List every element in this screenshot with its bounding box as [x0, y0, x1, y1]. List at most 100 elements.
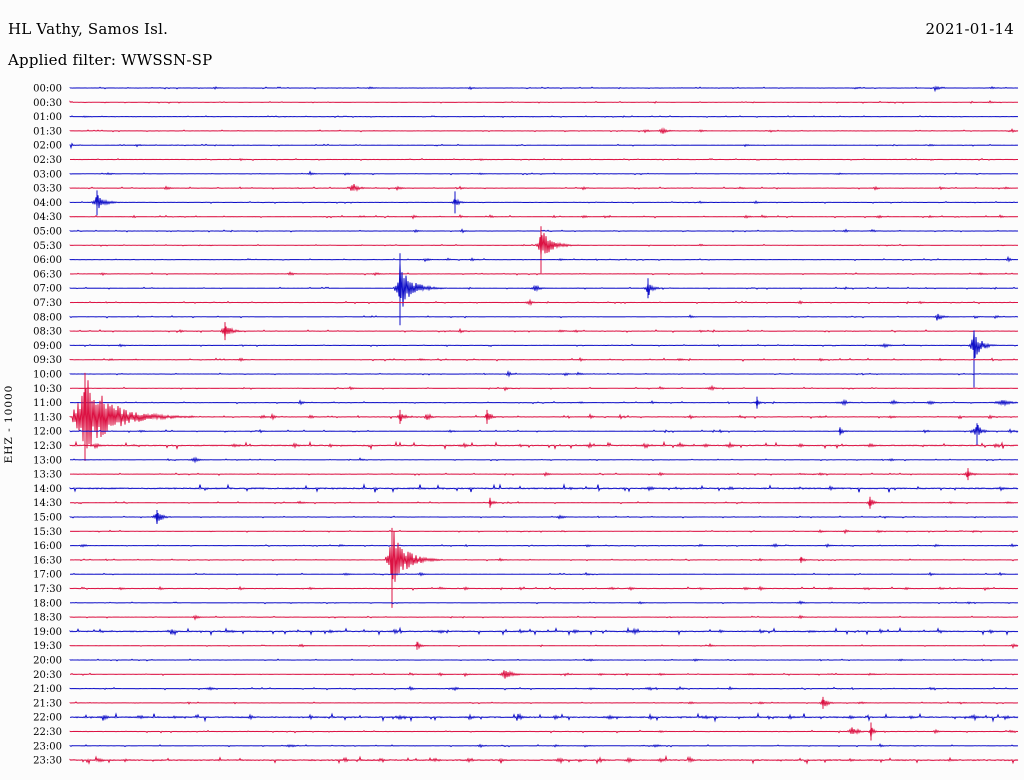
trace-05:30: [69, 233, 1019, 256]
time-label: 00:30: [33, 98, 62, 109]
trace-17:30: [69, 585, 1019, 592]
time-label: 12:30: [33, 441, 62, 452]
time-label: 23:00: [33, 741, 62, 752]
time-label: 11:00: [33, 398, 62, 409]
trace-03:30: [69, 184, 1019, 192]
trace-10:00: [69, 370, 1019, 378]
trace-20:00: [69, 658, 1018, 662]
time-label: 21:00: [33, 684, 62, 695]
trace-13:00: [70, 456, 1019, 464]
time-label: 05:30: [33, 241, 62, 252]
time-label: 19:00: [33, 627, 62, 638]
trace-07:30: [69, 298, 1018, 306]
time-label: 20:00: [33, 656, 62, 667]
trace-04:00: [69, 195, 1019, 209]
time-label: 03:00: [33, 169, 62, 180]
trace-16:30: [69, 530, 1019, 582]
trace-16:00: [69, 542, 1019, 548]
trace-18:00: [69, 600, 1019, 605]
trace-05:00: [69, 228, 1019, 234]
station-title: HL Vathy, Samos Isl.: [8, 20, 169, 38]
time-label: 09:00: [33, 341, 62, 352]
time-label: 14:00: [33, 484, 62, 495]
trace-06:30: [69, 271, 1019, 277]
trace-23:30: [69, 754, 1019, 765]
trace-08:30: [69, 326, 1019, 338]
trace-09:00: [69, 331, 1019, 359]
trace-11:00: [70, 398, 1019, 407]
trace-00:30: [69, 100, 1019, 104]
time-label: 23:30: [33, 756, 62, 767]
time-label: 22:30: [33, 727, 62, 738]
time-label: 09:30: [33, 355, 62, 366]
filter-label: Applied filter: WWSSN-SP: [8, 51, 213, 69]
trace-02:00: [69, 142, 1019, 150]
trace-13:30: [70, 470, 1019, 478]
trace-19:30: [69, 641, 1019, 650]
trace-11:30: [69, 380, 1019, 449]
time-label: 13:00: [33, 455, 62, 466]
trace-23:00: [69, 743, 1019, 749]
time-label: 02:30: [33, 155, 62, 166]
time-label: 01:30: [33, 126, 62, 137]
time-label: 19:30: [33, 641, 62, 652]
time-label: 02:00: [33, 141, 62, 152]
time-label: 05:00: [33, 227, 62, 238]
trace-18:30: [69, 614, 1019, 621]
trace-02:30: [70, 157, 1018, 162]
time-label: 16:30: [33, 555, 62, 566]
time-label: 01:00: [33, 112, 62, 123]
time-label: 07:30: [33, 298, 62, 309]
time-label: 00:00: [33, 84, 62, 95]
trace-00:00: [69, 85, 1019, 93]
time-label: 11:30: [33, 412, 62, 423]
time-label: 03:30: [33, 184, 62, 195]
trace-15:30: [69, 528, 1019, 535]
time-label: 12:00: [33, 427, 62, 438]
time-label: 10:00: [33, 370, 62, 381]
time-label: 17:30: [33, 584, 62, 595]
trace-20:30: [70, 670, 1019, 679]
time-label: 07:00: [33, 284, 62, 295]
time-label: 06:30: [33, 269, 62, 280]
trace-06:00: [69, 255, 1019, 263]
trace-21:30: [69, 699, 1019, 707]
trace-01:30: [69, 127, 1019, 134]
time-label: 04:30: [33, 212, 62, 223]
trace-22:30: [69, 727, 1019, 738]
trace-22:00: [69, 712, 1019, 723]
time-label: 13:30: [33, 470, 62, 481]
time-label: 21:30: [33, 698, 62, 709]
trace-14:30: [69, 498, 1019, 507]
trace-10:30: [69, 384, 1019, 392]
time-label: 18:30: [33, 613, 62, 624]
trace-21:00: [69, 685, 1019, 692]
trace-12:00: [69, 424, 1019, 435]
time-label: 15:30: [33, 527, 62, 538]
trace-07:00: [69, 263, 1019, 307]
trace-15:00: [69, 513, 1019, 524]
trace-04:30: [69, 214, 1019, 220]
trace-14:00: [69, 483, 1019, 494]
trace-08:00: [69, 313, 1019, 321]
time-label: 18:00: [33, 598, 62, 609]
time-label: 17:00: [33, 570, 62, 581]
trace-01:00: [69, 115, 1018, 118]
time-label: 06:00: [33, 255, 62, 266]
trace-09:30: [69, 357, 1019, 363]
trace-03:00: [69, 170, 1019, 176]
time-label: 08:00: [33, 312, 62, 323]
trace-17:00: [70, 571, 1019, 577]
time-label: 08:30: [33, 327, 62, 338]
time-label: 20:30: [33, 670, 62, 681]
time-label: 15:00: [33, 513, 62, 524]
time-label: 04:00: [33, 198, 62, 209]
time-label: 22:00: [33, 713, 62, 724]
y-axis-label: EHZ - 10000: [3, 385, 15, 464]
trace-12:30: [69, 440, 1019, 451]
time-label: 10:30: [33, 384, 62, 395]
time-label: 14:30: [33, 498, 62, 509]
trace-19:00: [69, 626, 1019, 637]
